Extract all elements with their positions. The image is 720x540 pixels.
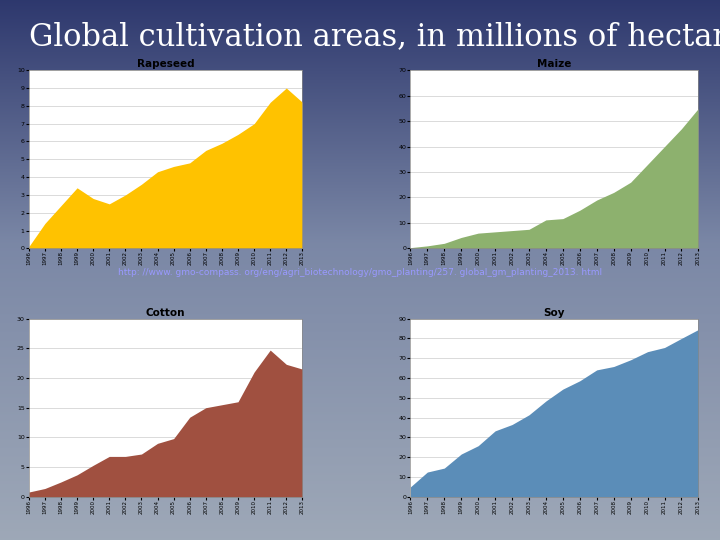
Title: Maize: Maize [537, 59, 572, 70]
Text: Global cultivation areas, in millions of hectares: Global cultivation areas, in millions of… [29, 22, 720, 52]
Title: Cotton: Cotton [146, 308, 185, 318]
Title: Rapeseed: Rapeseed [137, 59, 194, 70]
Title: Soy: Soy [544, 308, 565, 318]
Text: http: //www. gmo-compass. org/eng/agri_biotechnology/gmo_planting/257. global_gm: http: //www. gmo-compass. org/eng/agri_b… [118, 268, 602, 276]
